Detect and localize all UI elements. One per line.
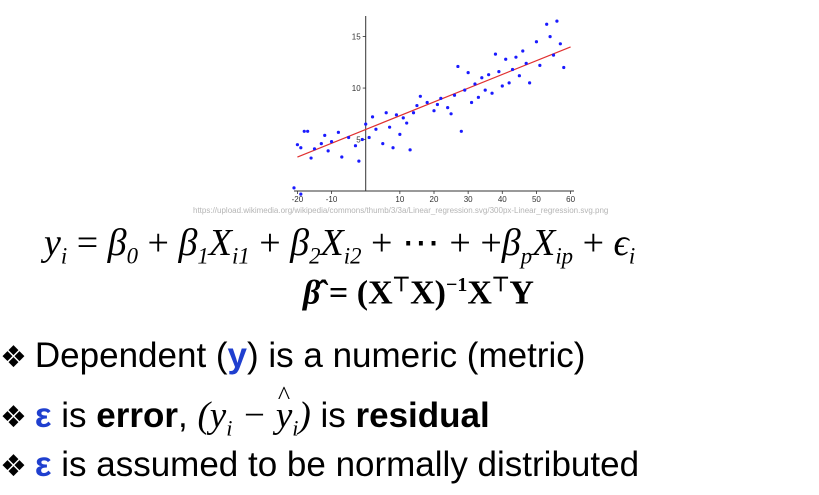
- data-point: [500, 84, 504, 88]
- data-point: [487, 73, 491, 77]
- data-point: [418, 94, 422, 98]
- y-tick-label: 15: [352, 33, 361, 42]
- data-point: [398, 132, 402, 136]
- y-tick-label: 10: [352, 84, 361, 93]
- x-tick-label: 30: [464, 195, 473, 204]
- data-point: [370, 115, 375, 119]
- data-point: [360, 137, 364, 142]
- x-tick-label: 50: [532, 195, 541, 204]
- regression-line: [297, 46, 571, 158]
- data-point: [405, 121, 409, 125]
- data-point: [507, 81, 511, 85]
- data-point: [510, 67, 515, 72]
- data-point: [534, 40, 539, 44]
- data-point: [538, 63, 542, 68]
- data-point: [381, 142, 385, 146]
- x-tick-label: -20: [292, 195, 304, 204]
- x-tick-label: 60: [566, 195, 575, 204]
- data-point: [347, 135, 351, 140]
- data-point: [528, 81, 532, 85]
- data-point: [323, 133, 327, 138]
- data-point: [459, 129, 463, 133]
- data-point: [309, 156, 313, 160]
- data-point: [312, 147, 317, 151]
- bullet-dependent: ❖ Dependent (y) is a numeric (metric): [0, 336, 586, 375]
- data-point: [466, 71, 470, 75]
- data-point: [292, 186, 296, 190]
- x-tick-label: 20: [430, 195, 439, 204]
- data-point: [545, 22, 549, 26]
- data-point: [562, 65, 566, 70]
- data-point: [483, 88, 487, 92]
- data-point: [401, 116, 405, 120]
- data-point: [340, 155, 344, 159]
- diamond-bullet-icon: ❖: [0, 400, 27, 435]
- data-point: [551, 53, 556, 57]
- data-point: [555, 19, 559, 23]
- data-point: [319, 142, 323, 146]
- data-point: [517, 74, 521, 78]
- x-tick-label: 10: [395, 195, 404, 204]
- data-point: [306, 129, 310, 133]
- data-point: [456, 64, 460, 69]
- data-point: [357, 159, 361, 163]
- data-point: [384, 111, 388, 115]
- data-point: [504, 57, 508, 61]
- data-point: [473, 82, 477, 86]
- data-point: [364, 122, 368, 126]
- data-point: [469, 100, 474, 105]
- data-point: [394, 113, 399, 117]
- scatter-plot: -20 -10 10 20 30 40 50 60 5 10 15: [292, 16, 576, 204]
- data-point: [388, 125, 392, 129]
- diamond-bullet-icon: ❖: [0, 449, 27, 484]
- data-point: [415, 103, 419, 108]
- x-tick-label: -10: [326, 195, 338, 204]
- data-point: [435, 102, 440, 107]
- data-point: [408, 148, 412, 152]
- regression-equation: yi = β0 + β1Xi1 + β2Xi2 + ⋯ + +βpXip + ϵ…: [44, 222, 636, 269]
- data-point: [521, 49, 525, 53]
- bullet-error-residual: ❖ ε is error, (yi − y ^ i) is residual: [0, 381, 490, 441]
- data-point: [449, 112, 453, 116]
- data-point: [497, 69, 501, 74]
- data-point: [367, 135, 371, 140]
- data-point: [514, 55, 518, 59]
- data-point: [411, 111, 416, 115]
- data-point: [548, 34, 552, 39]
- data-point: [326, 149, 330, 153]
- diamond-bullet-icon: ❖: [0, 340, 27, 375]
- data-point: [299, 192, 303, 196]
- y-tick-label: 5: [356, 136, 361, 145]
- data-point: [302, 129, 306, 133]
- data-point: [329, 139, 334, 144]
- data-point: [452, 93, 457, 97]
- data-point: [374, 127, 378, 131]
- data-point: [439, 96, 443, 100]
- data-point: [432, 109, 436, 113]
- data-point: [463, 88, 467, 92]
- data-point: [295, 143, 300, 147]
- data-point: [558, 42, 562, 46]
- data-point: [493, 52, 498, 56]
- ols-estimator-equation: β̂ = (X⊤X)−1X⊤Y: [303, 274, 534, 312]
- residual-expression: (yi − y ^ i): [197, 381, 311, 441]
- data-point: [480, 76, 484, 80]
- data-point: [336, 130, 340, 134]
- data-point: [353, 144, 358, 148]
- bullet-normal-distribution: ❖ ε is assumed to be normally distributed: [0, 445, 640, 484]
- data-point: [446, 106, 450, 110]
- data-point: [391, 146, 395, 150]
- image-source-url: https://upload.wikimedia.org/wikipedia/c…: [193, 206, 609, 215]
- data-point: [524, 61, 528, 65]
- x-tick-label: 40: [498, 195, 507, 204]
- data-point: [425, 100, 429, 105]
- data-point: [490, 91, 494, 95]
- data-point: [299, 146, 303, 150]
- data-point: [476, 95, 480, 99]
